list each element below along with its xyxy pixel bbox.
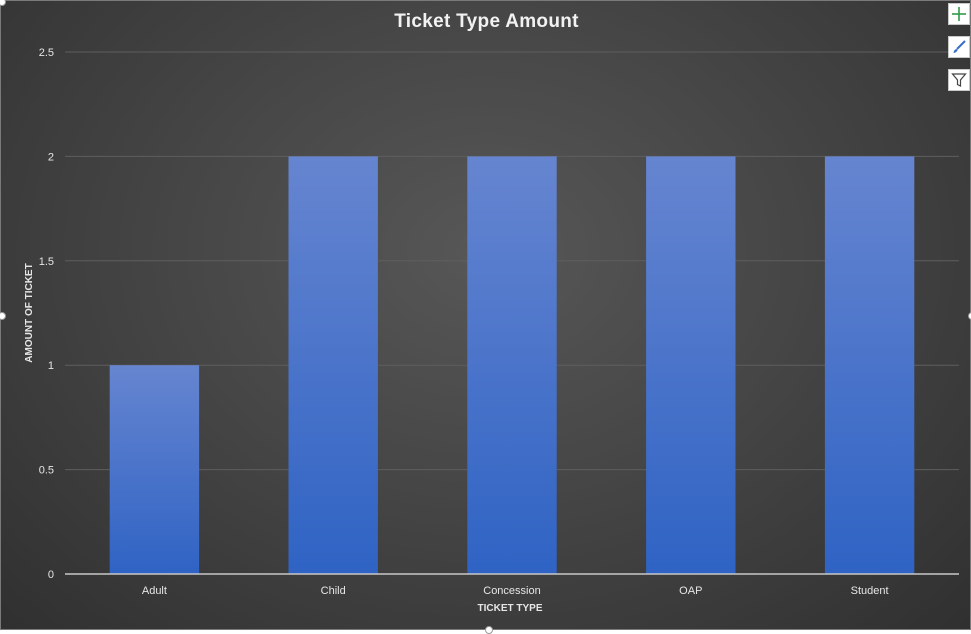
filter-icon [951,73,967,87]
y-tick-label: 2 [48,151,54,163]
y-tick-label: 0 [48,569,54,581]
x-tick-label: Concession [483,585,540,597]
y-tick-label: 0.5 [39,465,54,477]
x-tick-label: Child [321,585,346,597]
bar-adult[interactable] [109,365,200,574]
chart-title[interactable]: Ticket Type Amount [394,11,579,32]
resize-handle-bottom[interactable] [485,626,493,634]
brush-icon [953,40,966,53]
x-tick-label: Student [851,585,889,597]
bar-child[interactable] [288,156,378,574]
resize-handle-right[interactable] [968,312,971,320]
plus-icon [952,7,966,21]
x-tick-label: Adult [142,585,167,597]
bar-concession[interactable] [467,156,557,574]
chart-filters-button[interactable] [948,69,970,91]
y-tick-label: 2.5 [39,47,54,59]
y-tick-label: 1.5 [39,256,54,268]
chart-elements-button[interactable] [948,3,970,25]
chart-styles-button[interactable] [948,36,970,58]
resize-handle-left[interactable] [0,312,6,320]
y-tick-label: 1 [48,360,54,372]
x-tick-label: OAP [679,585,702,597]
y-axis-title[interactable]: AMOUNT OF TICKET [24,263,35,362]
x-axis-title[interactable]: TICKET TYPE [477,603,542,614]
bar-student[interactable] [824,156,915,574]
bar-oap[interactable] [646,156,736,574]
resize-handle-top-left[interactable] [0,0,6,6]
